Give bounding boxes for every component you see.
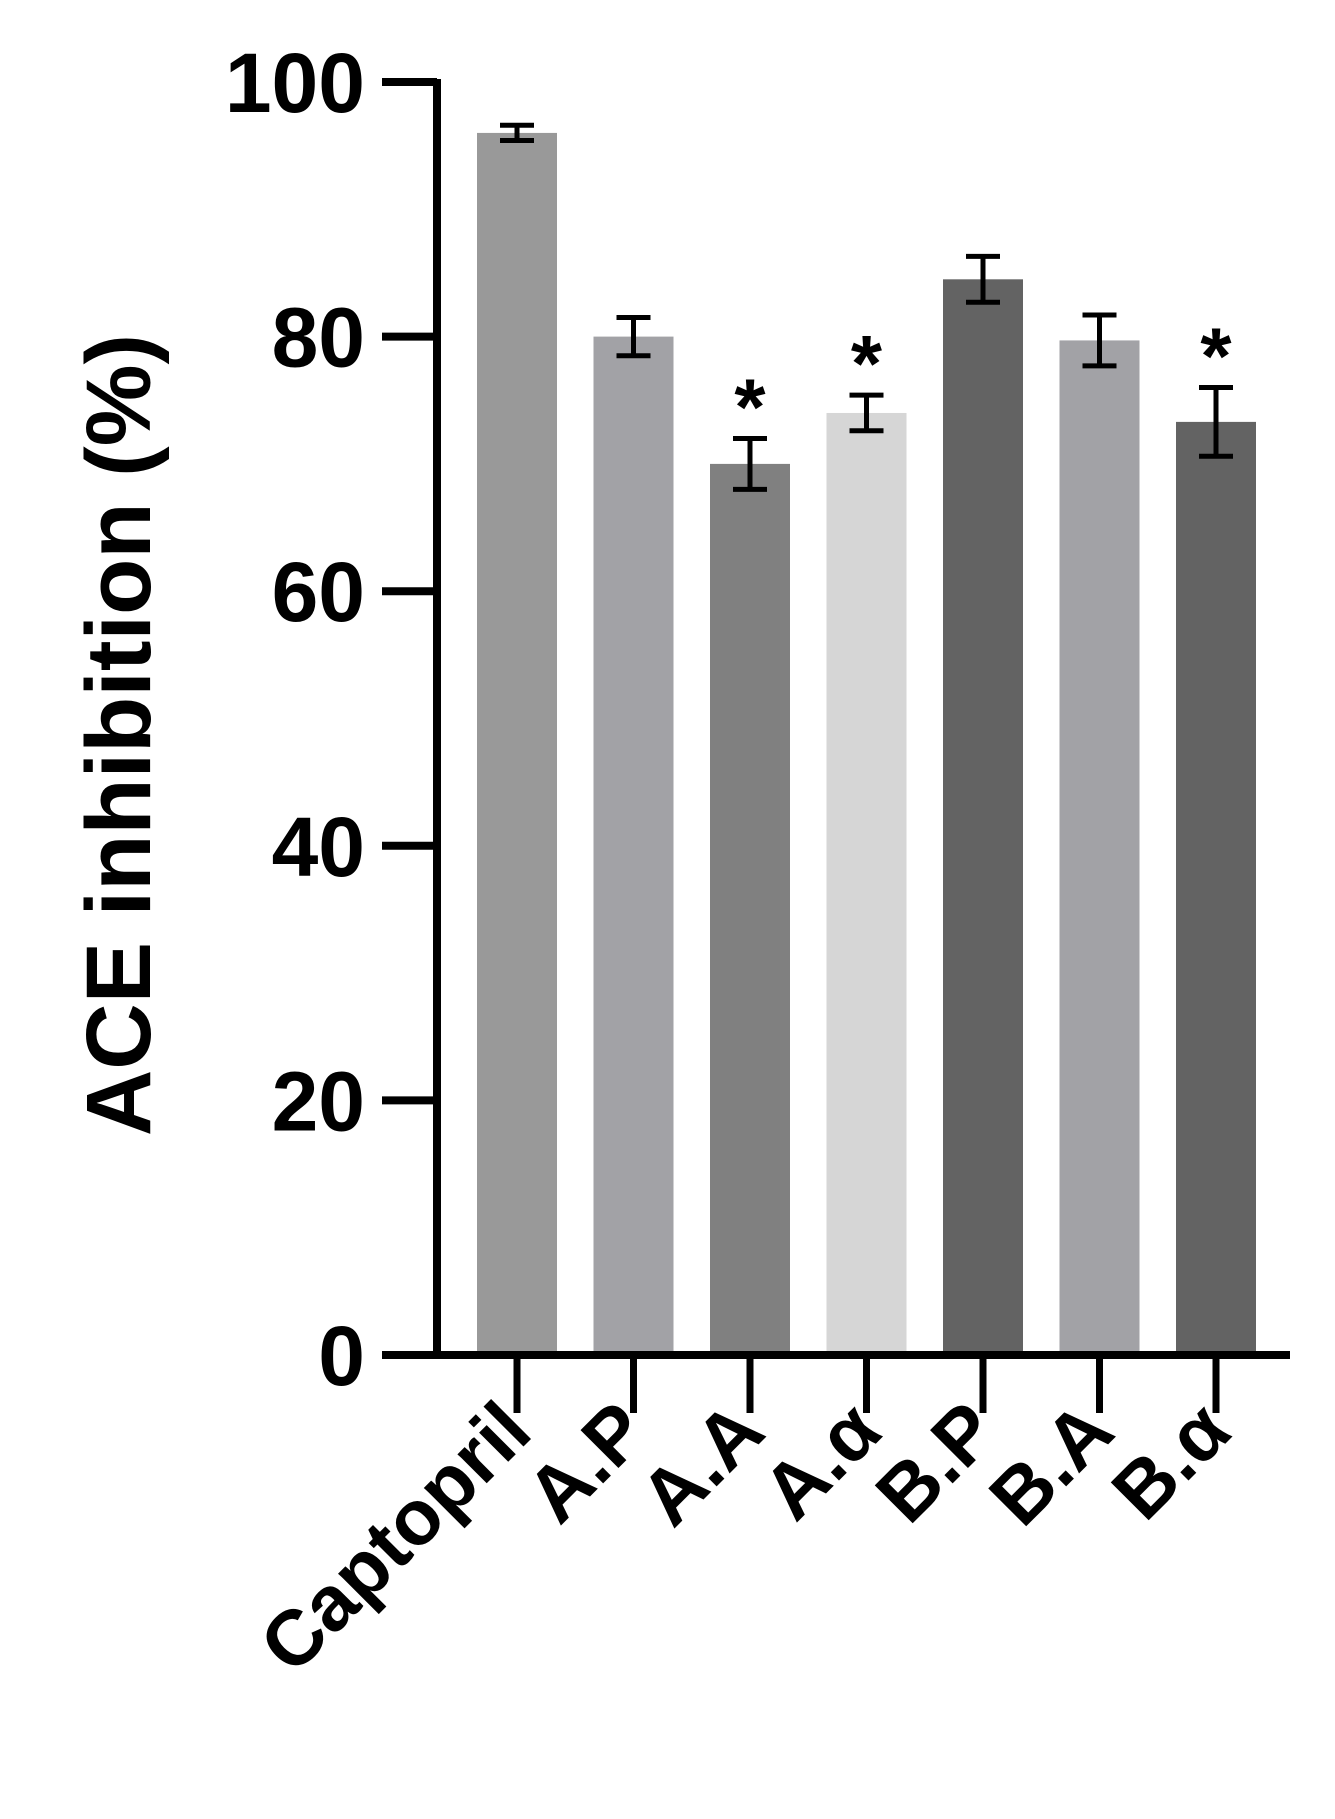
significance-marker: * — [1200, 312, 1232, 401]
error-bars-group — [500, 122, 1233, 492]
y-tick-label: 20 — [272, 1054, 365, 1148]
significance-marker: * — [734, 362, 766, 451]
bar — [1059, 340, 1140, 1355]
bar — [593, 336, 674, 1356]
y-tick-label: 100 — [225, 36, 365, 130]
bar — [477, 132, 557, 1355]
bars-group — [477, 132, 1256, 1356]
bar — [943, 279, 1023, 1356]
bar — [1176, 421, 1256, 1355]
significance-group: * * * — [734, 312, 1232, 452]
bar — [710, 463, 790, 1355]
y-tick-label: 80 — [272, 291, 365, 385]
y-axis-title: ACE inhibition (%) — [68, 334, 170, 1136]
x-tick-label: B.α — [1095, 1385, 1246, 1536]
axes-group — [433, 79, 1290, 1359]
y-tick-label: 40 — [272, 800, 365, 894]
bar — [826, 412, 907, 1356]
y-ticks-group: 0 20 40 60 80 100 — [225, 36, 437, 1403]
significance-marker: * — [851, 319, 883, 408]
y-tick-label: 60 — [272, 545, 365, 639]
y-tick-label: 0 — [318, 1309, 365, 1403]
x-tick-label: Captopril — [243, 1385, 547, 1689]
